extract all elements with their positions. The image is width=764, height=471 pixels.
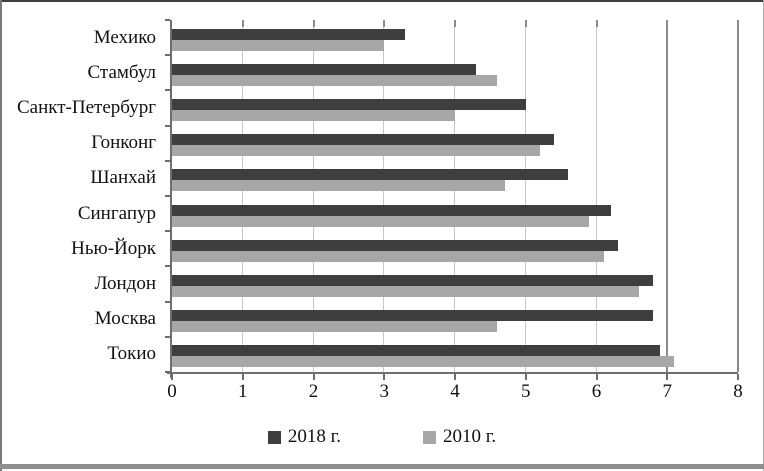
bar-row	[172, 266, 738, 301]
gridline-7	[666, 20, 669, 372]
bar-2018	[172, 28, 406, 40]
bar-2010	[172, 39, 385, 51]
gridline-top-tick-3	[383, 20, 386, 27]
y-axis-tick	[165, 195, 170, 197]
x-tick-label-7: 7	[662, 381, 673, 402]
y-axis-tick	[165, 19, 170, 21]
y-axis-tick	[165, 300, 170, 303]
category-label: Лондон	[94, 273, 156, 295]
bar-2018	[172, 169, 569, 181]
legend-swatch-2010	[423, 430, 436, 444]
category-label: Мехико	[93, 26, 156, 48]
gridline-top-tick-1	[241, 20, 244, 27]
y-axis-tick	[165, 371, 170, 373]
x-axis-tick	[595, 374, 598, 380]
x-tick-label-2: 2	[308, 381, 319, 402]
gridline-6	[595, 20, 597, 372]
bar-2010	[172, 321, 498, 333]
y-axis-tick	[165, 230, 170, 233]
bar-row	[172, 90, 738, 125]
category-label: Санкт-Петербург	[16, 97, 156, 118]
bar-row	[172, 161, 738, 196]
y-axis-tick	[165, 159, 170, 162]
bar-row	[172, 337, 738, 372]
figure-border-top	[0, 0, 764, 2]
x-axis-tick	[524, 374, 527, 380]
bar-2018	[172, 310, 654, 322]
category-label: Шанхай	[90, 167, 156, 189]
category-label: Гонконг	[91, 132, 156, 154]
gridline-top-tick-5	[524, 20, 527, 27]
legend-item-2010: 2010 г.	[423, 426, 496, 448]
bar-2010	[172, 180, 505, 192]
x-tick-label-6: 6	[591, 381, 602, 402]
figure-border-bottom	[0, 464, 764, 469]
bar-rows	[172, 20, 738, 372]
bar-2010	[172, 110, 455, 121]
category-label: Сингапур	[77, 202, 156, 224]
category-label: Токио	[107, 343, 156, 365]
x-axis-tick	[454, 374, 456, 380]
bar-2010	[172, 74, 498, 86]
bar-2010	[172, 215, 590, 227]
category-label: Москва	[94, 308, 156, 330]
x-axis-tick	[737, 374, 739, 380]
legend-swatch-2018	[267, 430, 281, 444]
category-label: Нью-Йорк	[71, 237, 156, 259]
gridline-top-tick-6	[595, 20, 598, 27]
bar-2010	[172, 145, 540, 157]
gridline-4	[454, 20, 455, 372]
chart-legend: 2018 г. 2010 г.	[0, 424, 764, 450]
bar-row	[172, 196, 738, 231]
bar-2010	[172, 250, 604, 262]
y-axis-line	[170, 20, 172, 378]
x-tick-label-0: 0	[167, 381, 177, 402]
gridline-top-tick-2	[312, 20, 315, 27]
x-axis-tick	[383, 374, 386, 380]
bar-2018	[172, 239, 618, 251]
bar-2010	[172, 356, 675, 368]
bar-2018	[172, 204, 611, 216]
x-tick-label-1: 1	[238, 381, 248, 402]
x-axis-tick	[312, 374, 315, 380]
y-axis-tick	[165, 265, 170, 268]
gridline-2	[312, 20, 314, 372]
bar-2018	[172, 99, 526, 110]
x-tick-label-8: 8	[733, 381, 743, 402]
figure-border-left	[0, 0, 2, 471]
bar-2010	[172, 286, 639, 298]
bar-2018	[172, 345, 661, 357]
category-label: Стамбул	[87, 61, 156, 83]
y-axis-tick	[165, 54, 170, 57]
bar-row	[172, 231, 738, 266]
gridline-8	[737, 20, 739, 372]
legend-item-2018: 2018 г.	[267, 426, 341, 448]
bar-row	[172, 302, 738, 337]
bar-row	[172, 20, 738, 55]
y-axis-tick	[165, 335, 170, 338]
bar-2018	[172, 63, 477, 75]
bar-2018	[172, 275, 654, 287]
gridline-top-tick-4	[454, 20, 456, 27]
bar-row	[172, 126, 738, 161]
x-tick-label-4: 4	[450, 381, 460, 402]
bar-2018	[172, 134, 555, 146]
x-axis-tick	[666, 374, 669, 380]
y-axis-tick	[165, 124, 170, 127]
y-axis-tick	[165, 89, 170, 92]
gridline-5	[524, 20, 526, 372]
bar-row	[172, 55, 738, 90]
plot-area: 0 1 2 3 4 5 6 7 8	[165, 19, 743, 402]
x-axis-tick	[241, 374, 244, 380]
x-tick-label-3: 3	[379, 381, 390, 402]
category-axis-labels: Мехико Стамбул Санкт-Петербург Гонконг Шанха…	[0, 20, 164, 372]
x-axis-tick	[171, 374, 173, 380]
gridline-1	[241, 20, 243, 372]
legend-label-2018: 2018 г.	[287, 426, 341, 447]
x-tick-label-5: 5	[521, 381, 531, 402]
x-axis-line	[167, 372, 738, 374]
gridline-3	[383, 20, 385, 372]
legend-label-2010: 2010 г.	[443, 426, 497, 447]
